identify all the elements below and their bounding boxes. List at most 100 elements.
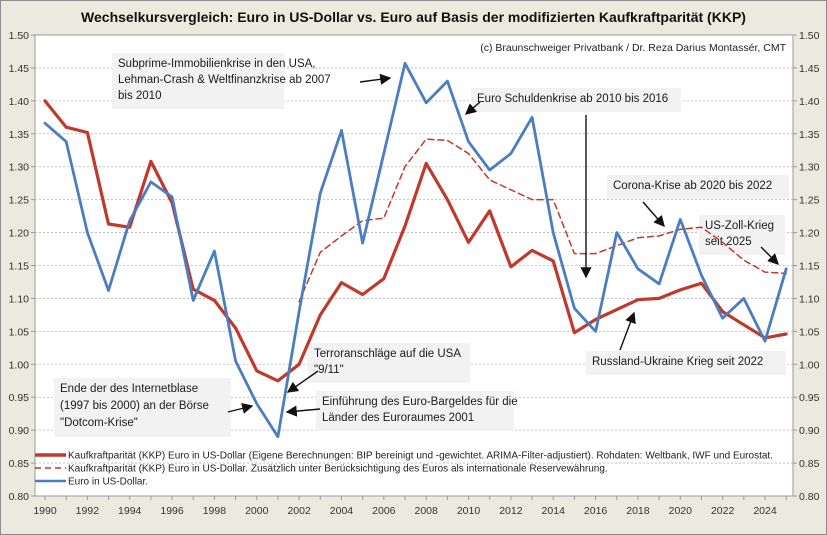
x-tick-label: 1990 xyxy=(33,505,57,517)
y-tick-label-right: 0.95 xyxy=(799,392,820,404)
y-tick-label-right: 1.50 xyxy=(799,30,820,42)
y-tick-label-right: 0.80 xyxy=(799,491,820,503)
x-tick-label: 1996 xyxy=(160,505,184,517)
annotation-box xyxy=(316,391,514,431)
annotation-text: Corona-Krise ab 2020 bis 2022 xyxy=(613,180,772,192)
y-tick-label-left: 1.40 xyxy=(9,96,30,108)
x-axis: 1990 1992 1994 1996 1998 2000 2002 2004 2006 2008… xyxy=(33,496,787,517)
x-tick-label: 2022 xyxy=(711,505,735,517)
y-axis-left: 1.50 1.45 1.40 1.35 1.30 1.25 1.20 1.15 1.10 1.05… xyxy=(9,30,35,503)
y-tick-label-right: 1.15 xyxy=(799,261,820,273)
annotation-text: Euro Schuldenkrise ab 2010 bis 2016 xyxy=(477,93,668,105)
y-tick-label-right: 1.25 xyxy=(799,195,820,207)
x-tick-label: 2024 xyxy=(753,505,777,517)
y-tick-label-right: 1.05 xyxy=(799,326,820,338)
chart-title: Wechselkursvergleich: Euro in US-Dollar … xyxy=(81,9,746,25)
series-lines xyxy=(43,61,788,439)
arrow-russland-ukraine xyxy=(619,311,636,351)
y-tick-label-left: 0.90 xyxy=(9,425,30,437)
y-tick-label-right: 1.00 xyxy=(799,359,820,371)
arrow-dotcom xyxy=(227,402,254,414)
x-tick-label: 2014 xyxy=(542,505,566,517)
annotation-subprime: Subprime-Immobilienkrise in den USA, Lehm… xyxy=(112,53,331,109)
y-tick-label-left: 1.15 xyxy=(9,261,30,273)
x-tick-label: 2000 xyxy=(245,505,269,517)
annotation-box xyxy=(607,175,789,199)
arrow-subprime xyxy=(359,73,392,85)
annotation-box xyxy=(112,53,284,109)
x-tick-label: 2010 xyxy=(457,505,481,517)
arrow-euro-schulden xyxy=(464,101,481,115)
annotation-text: US-Zoll-Krieg xyxy=(705,220,774,232)
legend-label-1: Kaufkraftparität (KKP) Euro in US-Dollar… xyxy=(68,464,608,475)
annotation-text: bis 2010 xyxy=(118,90,161,102)
y-tick-label-left: 1.00 xyxy=(9,359,30,371)
annotation-box xyxy=(54,378,231,437)
y-tick-label-right: 1.45 xyxy=(799,63,820,75)
annotation-text: Terroranschläge auf die USA xyxy=(314,348,461,360)
annotation-arrows xyxy=(227,73,779,417)
annotation-text: "9/11" xyxy=(314,364,344,376)
y-tick-label-left: 1.20 xyxy=(9,228,30,240)
y-tick-label-left: 1.45 xyxy=(9,63,30,75)
annotation-text: "Dotcom-Krise" xyxy=(60,417,138,429)
x-tick-label: 2016 xyxy=(584,505,608,517)
series-line-2 xyxy=(43,61,788,439)
y-tick-label-right: 1.30 xyxy=(799,162,820,174)
x-tick-label: 1992 xyxy=(76,505,100,517)
annotation-box xyxy=(308,343,470,383)
annotation-text: Lehman-Crash & Weltfinanzkrise ab 2007 xyxy=(118,74,331,86)
x-tick-label: 2020 xyxy=(669,505,693,517)
y-tick-label-left: 0.85 xyxy=(9,458,30,470)
y-tick-label-right: 0.85 xyxy=(799,458,820,470)
y-tick-label-right: 1.40 xyxy=(799,96,820,108)
arrow-terror xyxy=(286,370,319,393)
y-tick-label-right: 1.10 xyxy=(799,293,820,305)
y-tick-label-left: 1.10 xyxy=(9,293,30,305)
x-tick-label: 2008 xyxy=(414,505,438,517)
arrow-corona xyxy=(642,201,665,228)
annotation-text: Einführung des Euro-Bargeldes für die xyxy=(322,396,518,408)
annotation-russland-ukraine: Russland-Ukraine Krieg seit 2022 xyxy=(586,351,786,375)
y-tick-label-left: 1.50 xyxy=(9,30,30,42)
annotation-text: Russland-Ukraine Krieg seit 2022 xyxy=(592,356,763,368)
legend-label-0: Kaufkraftparität (KKP) Euro in US-Dollar… xyxy=(68,451,773,462)
annotation-us-zoll: US-Zoll-Krieg seit 2025 xyxy=(699,215,785,255)
x-tick-label: 1998 xyxy=(203,505,227,517)
arrow-us-zoll xyxy=(760,246,779,265)
annotation-text: seit 2025 xyxy=(705,236,752,248)
x-tick-label: 2004 xyxy=(330,505,354,517)
x-tick-label: 2018 xyxy=(626,505,650,517)
y-tick-label-right: 1.35 xyxy=(799,129,820,141)
annotation-euro-bargeld: Einführung des Euro-Bargeldes für die Län… xyxy=(316,391,518,431)
y-tick-label-left: 0.80 xyxy=(9,491,30,503)
annotation-text: Länder des Euroraumes 2001 xyxy=(322,412,474,424)
annotation-text: Ende der des Internetblase xyxy=(60,383,198,395)
series-line-1 xyxy=(298,138,787,303)
y-tick-label-left: 1.30 xyxy=(9,162,30,174)
annotations: Subprime-Immobilienkrise in den USA, Lehm… xyxy=(54,53,789,437)
credit-text: (c) Braunschweiger Privatbank / Dr. Reza… xyxy=(480,42,786,54)
y-tick-label-right: 0.90 xyxy=(799,425,820,437)
x-tick-label: 1994 xyxy=(118,505,142,517)
annotation-dotcom: Ende der des Internetblase (1997 bis 2000… xyxy=(54,378,231,437)
annotation-text: Subprime-Immobilienkrise in den USA, xyxy=(118,58,316,70)
x-tick-label: 2002 xyxy=(287,505,311,517)
y-tick-label-left: 1.35 xyxy=(9,129,30,141)
legend-label-2: Euro in US-Dollar. xyxy=(68,477,148,488)
legend: Kaufkraftparität (KKP) Euro in US-Dollar… xyxy=(35,451,773,488)
annotation-box xyxy=(699,215,785,255)
annotation-euro-schulden: Euro Schuldenkrise ab 2010 bis 2016 xyxy=(471,88,681,112)
arrow-euro-bargeld xyxy=(285,405,321,417)
y-tick-label-left: 1.05 xyxy=(9,326,30,338)
annotation-box xyxy=(586,351,786,375)
x-tick-label: 2012 xyxy=(499,505,523,517)
annotation-corona: Corona-Krise ab 2020 bis 2022 xyxy=(607,175,789,199)
annotation-text: (1997 bis 2000) an der Börse xyxy=(60,400,209,412)
annotation-box xyxy=(471,88,681,112)
y-axis-right: 1.50 1.45 1.40 1.35 1.30 1.25 1.20 1.15 1.10 1.05… xyxy=(793,30,820,503)
y-tick-label-left: 0.95 xyxy=(9,392,30,404)
x-tick-label: 2006 xyxy=(372,505,396,517)
y-tick-label-left: 1.25 xyxy=(9,195,30,207)
